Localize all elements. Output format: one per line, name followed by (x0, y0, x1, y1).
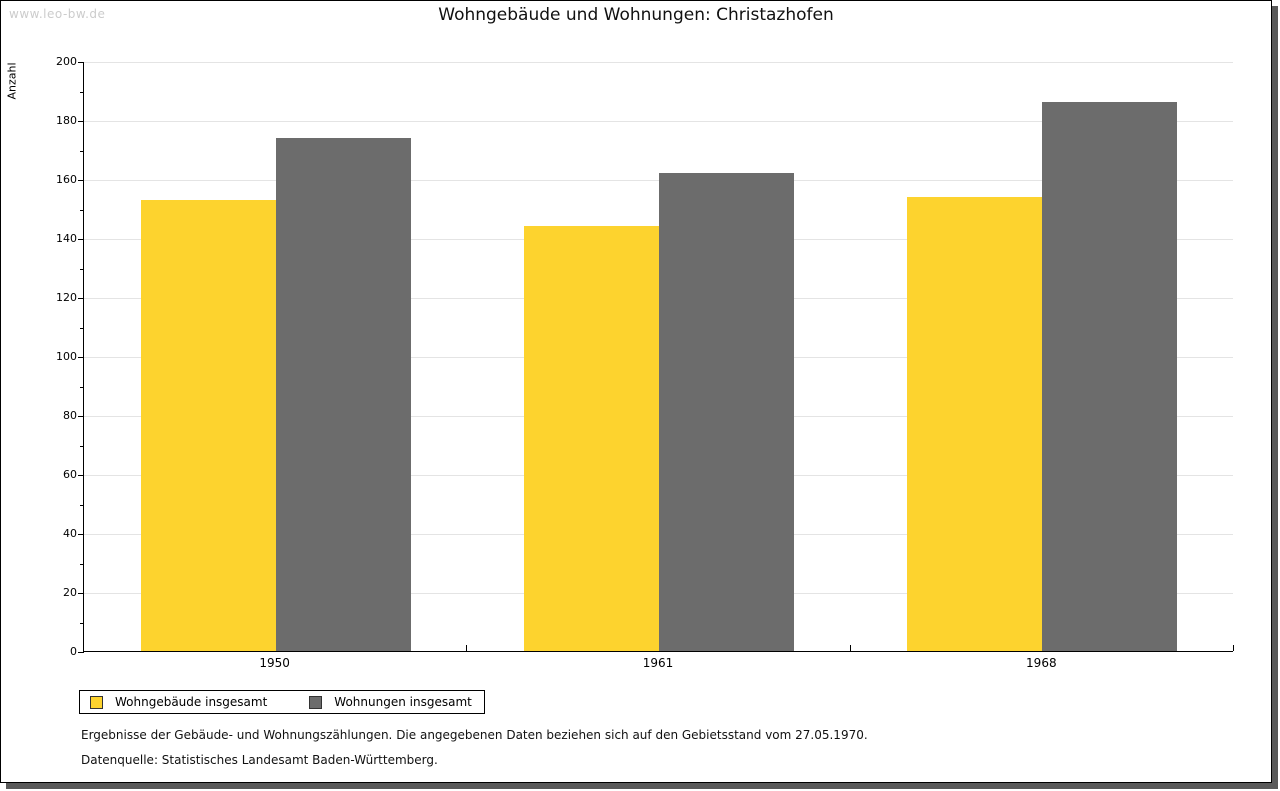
y-tick-label: 20 (63, 586, 77, 599)
y-axis-tick (80, 386, 84, 388)
y-tick-label: 100 (56, 350, 77, 363)
y-tick-label: 60 (63, 468, 77, 481)
legend: Wohngebäude insgesamt Wohnungen insgesam… (79, 690, 485, 714)
y-axis-tick (78, 475, 84, 476)
gridline (84, 62, 1233, 63)
y-axis-tick (78, 180, 84, 181)
y-axis-tick (80, 622, 84, 624)
y-tick-label: 140 (56, 232, 77, 245)
x-tick-label: 1968 (1026, 656, 1057, 670)
y-axis-tick (78, 357, 84, 358)
y-axis-tick (80, 327, 84, 329)
x-axis-tick (466, 645, 468, 651)
y-tick-label: 40 (63, 527, 77, 540)
x-axis-tick (1233, 645, 1234, 651)
legend-swatch-wohngebaeude (90, 695, 103, 709)
gridline (84, 180, 1233, 181)
y-tick-label: 200 (56, 55, 77, 68)
y-axis-tick (80, 445, 84, 447)
y-axis-tick (80, 209, 84, 211)
y-axis-tick (80, 268, 84, 270)
watermark: www.leo-bw.de (9, 7, 106, 21)
legend-label-wohnungen: Wohnungen insgesamt (334, 695, 472, 709)
y-axis-tick (80, 150, 84, 152)
y-axis-tick (78, 121, 84, 122)
y-tick-label: 80 (63, 409, 77, 422)
y-axis-title: Anzahl (5, 62, 19, 100)
y-tick-label: 180 (56, 114, 77, 127)
y-axis-tick (78, 593, 84, 594)
x-tick-label: 1950 (259, 656, 290, 670)
y-axis-tick (78, 652, 84, 653)
y-axis-tick (80, 563, 84, 565)
y-axis-tick (78, 298, 84, 299)
bar-wohnungen-1950 (275, 137, 411, 651)
y-tick-label: 0 (70, 645, 77, 658)
legend-item-wohngebaeude: Wohngebäude insgesamt (90, 695, 267, 709)
bar-wohngebaeude-1950 (140, 199, 276, 651)
legend-item-wohnungen: Wohnungen insgesamt (309, 695, 472, 709)
legend-swatch-wohnungen (309, 695, 323, 709)
y-axis-tick (80, 504, 84, 506)
y-tick-label: 160 (56, 173, 77, 186)
y-axis-tick (78, 534, 84, 535)
y-tick-label: 120 (56, 291, 77, 304)
chart-title: Wohngebäude und Wohnungen: Christazhofen (438, 5, 834, 25)
y-axis-tick (78, 416, 84, 417)
bar-wohngebaeude-1968 (907, 196, 1043, 651)
bar-wohnungen-1968 (1042, 102, 1178, 651)
legend-label-wohngebaeude: Wohngebäude insgesamt (115, 695, 268, 709)
y-axis-tick (80, 91, 84, 93)
y-axis-tick (78, 62, 84, 63)
plot-area (78, 62, 1234, 653)
x-axis-tick (849, 645, 851, 651)
bar-wohngebaeude-1961 (524, 226, 659, 651)
gridline (84, 121, 1233, 122)
y-axis-tick (78, 239, 84, 240)
x-tick-label: 1961 (642, 656, 674, 670)
footnote-line1: Ergebnisse der Gebäude- und Wohnungszähl… (81, 728, 868, 742)
bar-wohnungen-1961 (659, 173, 794, 651)
footnote-line2: Datenquelle: Statistisches Landesamt Bad… (81, 753, 438, 767)
